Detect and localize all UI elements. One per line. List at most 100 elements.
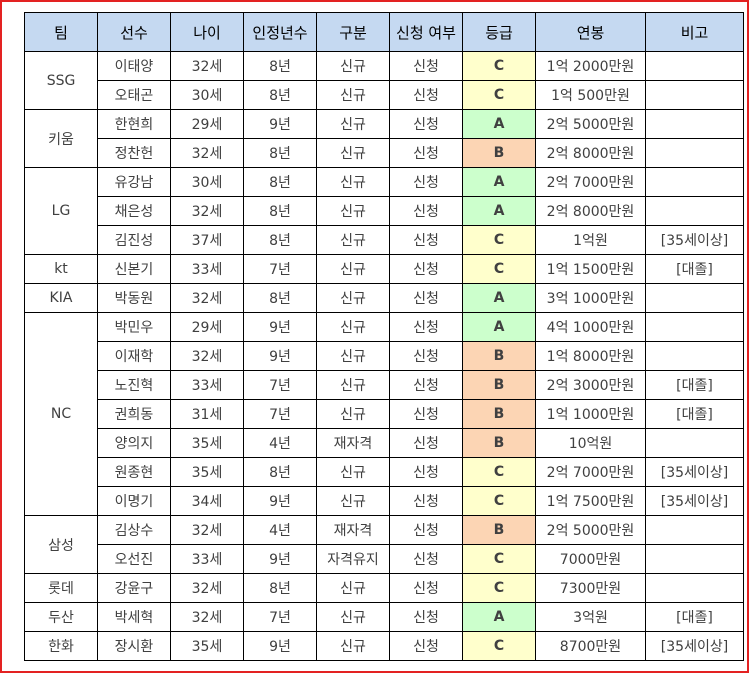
player-age: 32세 [170, 341, 244, 371]
player-age: 32세 [170, 138, 244, 168]
player-note: [35세이상] [645, 486, 744, 516]
player-category: 신규 [316, 399, 390, 429]
player-salary: 2억 8000만원 [535, 138, 646, 168]
player-category: 신규 [316, 341, 390, 371]
team-name: kt [24, 254, 98, 284]
player-category: 신규 [316, 486, 390, 516]
player-note: [대졸] [645, 399, 744, 429]
player-applied: 신청 [389, 225, 463, 255]
player-grade: B [462, 370, 536, 400]
team-name: 삼성 [24, 515, 98, 574]
player-years: 9년 [243, 486, 317, 516]
player-note [645, 138, 744, 168]
player-grade: B [462, 515, 536, 545]
player-years: 7년 [243, 370, 317, 400]
player-age: 32세 [170, 573, 244, 603]
header-player: 선수 [97, 12, 171, 52]
player-category: 신규 [316, 457, 390, 487]
player-years: 8년 [243, 457, 317, 487]
table-row: SSG 이태양 32세 8년 신규 신청 C 1억 2000만원 [24, 51, 744, 110]
player-salary: 2억 5000만원 [535, 515, 646, 545]
player-category: 신규 [316, 573, 390, 603]
player-salary: 4억 1000만원 [535, 312, 646, 342]
player-applied: 신청 [389, 254, 463, 284]
player-age: 33세 [170, 254, 244, 284]
player-years: 8년 [243, 167, 317, 197]
player-note [645, 515, 744, 545]
player-years: 9년 [243, 341, 317, 371]
player-applied: 신청 [389, 457, 463, 487]
player-applied: 신청 [389, 573, 463, 603]
player-grade: A [462, 312, 536, 342]
fa-table: 팀 선수 나이 인정년수 구분 신청 여부 등급 연봉 비고 SSG 이태양 32세… [24, 12, 744, 661]
player-grade: C [462, 486, 536, 516]
player-salary: 7300만원 [535, 573, 646, 603]
header-age: 나이 [170, 12, 244, 52]
player-age: 34세 [170, 486, 244, 516]
player-age: 32세 [170, 515, 244, 545]
player-age: 35세 [170, 631, 244, 661]
player-years: 9년 [243, 631, 317, 661]
table-row: kt 신본기 33세 7년 신규 신청 C 1억 1500만원 [대졸] [24, 254, 744, 284]
table-row: 키움 한현희 29세 9년 신규 신청 A 2억 5000만원 [24, 109, 744, 168]
player-name: 오태곤 [97, 80, 171, 110]
table-row: LG 유강남 30세 8년 신규 신청 A 2억 7000만원 [24, 167, 744, 255]
player-salary: 1억 1500만원 [535, 254, 646, 284]
table-row: 이명기 34세 9년 신규 신청 C 1억 7500만원 [35세이상] [25, 486, 744, 516]
player-note: [35세이상] [645, 225, 744, 255]
header-salary: 연봉 [535, 12, 646, 52]
header-note: 비고 [645, 12, 744, 52]
player-note [645, 167, 744, 197]
header-team: 팀 [24, 12, 98, 52]
player-salary: 1억 8000만원 [535, 341, 646, 371]
player-name: 유강남 [97, 167, 171, 197]
team-name: 한화 [24, 631, 98, 661]
player-applied: 신청 [389, 486, 463, 516]
player-category: 신규 [316, 631, 390, 661]
player-applied: 신청 [389, 167, 463, 197]
player-grade: C [462, 254, 536, 284]
player-grade: C [462, 573, 536, 603]
player-grade: B [462, 138, 536, 168]
player-years: 9년 [243, 544, 317, 574]
player-years: 4년 [243, 428, 317, 458]
player-applied: 신청 [389, 138, 463, 168]
player-grade: B [462, 428, 536, 458]
player-applied: 신청 [389, 370, 463, 400]
table-row: NC 박민우 29세 9년 신규 신청 A 4억 1000만원 [24, 312, 744, 516]
player-name: 한현희 [97, 109, 171, 139]
player-category: 신규 [316, 602, 390, 632]
player-applied: 신청 [389, 399, 463, 429]
player-name: 정찬헌 [97, 138, 171, 168]
player-salary: 2억 7000만원 [535, 167, 646, 197]
player-note: [대졸] [645, 602, 744, 632]
table-row: 노진혁 33세 7년 신규 신청 B 2억 3000만원 [대졸] [25, 370, 744, 400]
table-row: 권희동 31세 7년 신규 신청 B 1억 1000만원 [대졸] [25, 399, 744, 429]
player-note [645, 196, 744, 226]
player-name: 박민우 [97, 312, 171, 342]
player-salary: 2억 3000만원 [535, 370, 646, 400]
player-applied: 신청 [389, 631, 463, 661]
player-years: 8년 [243, 283, 317, 313]
player-salary: 2억 5000만원 [535, 109, 646, 139]
player-note [645, 80, 744, 110]
team-name: KIA [24, 283, 98, 313]
player-category: 신규 [316, 138, 390, 168]
player-name: 신본기 [97, 254, 171, 284]
player-name: 이명기 [97, 486, 171, 516]
player-applied: 신청 [389, 109, 463, 139]
player-years: 8년 [243, 138, 317, 168]
player-age: 35세 [170, 428, 244, 458]
player-years: 7년 [243, 602, 317, 632]
table-row: 삼성 김상수 32세 4년 재자격 신청 B 2억 5000만원 [24, 515, 744, 574]
player-age: 31세 [170, 399, 244, 429]
player-years: 9년 [243, 109, 317, 139]
player-name: 강윤구 [97, 573, 171, 603]
player-category: 신규 [316, 254, 390, 284]
player-name: 원종현 [97, 457, 171, 487]
player-grade: C [462, 457, 536, 487]
player-category: 신규 [316, 80, 390, 110]
player-note [645, 51, 744, 81]
player-applied: 신청 [389, 428, 463, 458]
